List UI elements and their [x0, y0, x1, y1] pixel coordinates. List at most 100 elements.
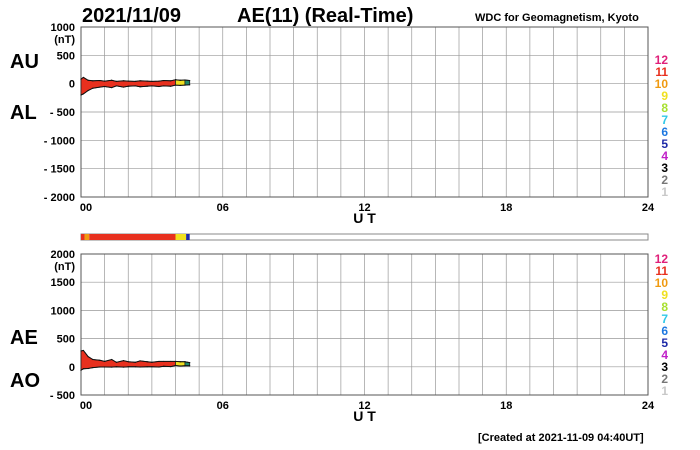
data-point-al — [99, 86, 101, 88]
y-tick-label: 0 — [69, 79, 75, 91]
x-tick-label: 00 — [80, 400, 92, 412]
legend-level-7: 7 — [661, 113, 668, 127]
y-tick-label: - 2000 — [44, 192, 75, 204]
data-point-ao — [170, 366, 172, 368]
data-point-ae — [179, 361, 181, 363]
data-point-ao — [87, 367, 89, 370]
x-tick-label: 06 — [217, 202, 229, 214]
legend-level-5: 5 — [661, 336, 668, 350]
ae-ao-panel: 2000 1500 1000 500 0 - 500 (nT) 00 06 12 18 24 U T — [50, 249, 655, 424]
x-tick-label: 24 — [642, 202, 655, 214]
data-point-au — [134, 80, 136, 82]
data-point-ae — [163, 360, 165, 363]
data-point-al — [134, 85, 136, 87]
data-point-au — [174, 79, 177, 81]
al-side-label: AL — [10, 102, 37, 124]
data-point-au — [104, 80, 106, 82]
data-point-al — [151, 85, 153, 87]
x-axis-label: U T — [353, 408, 376, 424]
data-point-ao — [184, 365, 186, 367]
legend-level-8: 8 — [661, 101, 668, 115]
legend-level-12: 12 — [655, 53, 669, 67]
data-point-au — [179, 79, 181, 81]
data-point-al — [158, 85, 160, 88]
y-tick-label: - 1500 — [44, 164, 75, 176]
data-point-ae — [189, 361, 191, 364]
legend-level-6: 6 — [661, 324, 668, 338]
data-point-al — [170, 85, 172, 87]
activity-bar — [80, 233, 649, 241]
data-point-ao — [163, 365, 165, 367]
legend-level-6: 6 — [661, 125, 668, 139]
data-point-au — [111, 79, 113, 81]
date-title: 2021/11/09 — [82, 5, 181, 27]
data-point-ao — [111, 366, 113, 368]
data-point-au — [92, 80, 94, 82]
data-point-au — [115, 80, 118, 82]
data-point-ae — [146, 361, 148, 363]
data-point-al — [174, 84, 177, 86]
data-point-au — [139, 80, 141, 82]
source-label: WDC for Geomagnetism, Kyoto — [475, 12, 639, 24]
data-point-au — [184, 79, 186, 81]
data-point-ae — [170, 360, 172, 363]
data-point-au — [146, 80, 148, 82]
data-point-al — [127, 85, 129, 87]
x-tick-label: 18 — [500, 400, 512, 412]
activity-segment — [175, 234, 187, 240]
data-point-al — [82, 93, 84, 95]
legend-level-1: 1 — [661, 384, 668, 398]
data-point-ae — [99, 359, 101, 361]
data-point-al — [115, 85, 118, 87]
legend-level-5: 5 — [661, 137, 668, 151]
data-point-ao — [146, 366, 148, 368]
legend-level-11: 11 — [655, 264, 668, 278]
x-tick-label: 12 — [358, 202, 370, 214]
au-side-label: AU — [10, 51, 39, 73]
data-point-al — [146, 85, 148, 87]
data-point-ae — [184, 361, 186, 363]
ao-side-label: AO — [10, 370, 40, 392]
y-tick-label: 1500 — [51, 277, 75, 289]
data-point-au — [80, 78, 82, 80]
data-point-al — [80, 94, 82, 96]
activity-segment — [89, 234, 176, 240]
data-point-ao — [174, 364, 177, 367]
data-point-ae — [111, 358, 113, 361]
data-point-al — [189, 84, 191, 86]
data-point-al — [179, 84, 181, 86]
data-point-ao — [179, 365, 181, 367]
legend-level-12: 12 — [655, 252, 669, 266]
data-point-au — [170, 80, 172, 82]
y-tick-label: 2000 — [51, 249, 75, 261]
activity-segment — [186, 234, 190, 240]
y-tick-label: - 500 — [50, 390, 75, 402]
data-point-au — [122, 80, 125, 82]
x-tick-label: 18 — [500, 202, 512, 214]
legend-level-4: 4 — [661, 348, 668, 362]
data-point-ae — [134, 361, 136, 363]
x-axis-label: U T — [353, 210, 376, 226]
data-point-au — [127, 80, 129, 82]
activity-segment — [81, 234, 85, 240]
legend-level-11: 11 — [655, 65, 668, 79]
data-point-ao — [92, 367, 94, 369]
data-point-al — [184, 84, 186, 86]
legend-level-2: 2 — [661, 372, 668, 386]
legend-level-4: 4 — [661, 149, 668, 163]
data-point-ao — [151, 366, 153, 368]
legend-level-10: 10 — [655, 276, 669, 290]
y-unit-label: (nT) — [54, 261, 75, 273]
data-point-ao — [115, 366, 118, 368]
x-tick-label: 06 — [217, 400, 229, 412]
data-point-ae — [80, 350, 82, 352]
legend-level-1: 1 — [661, 185, 668, 199]
x-tick-label: 24 — [642, 400, 655, 412]
legend-level-3: 3 — [661, 360, 668, 374]
data-point-al — [122, 86, 125, 88]
data-point-ae — [139, 360, 141, 362]
data-point-ae — [122, 359, 125, 362]
y-tick-label: - 500 — [50, 107, 75, 119]
